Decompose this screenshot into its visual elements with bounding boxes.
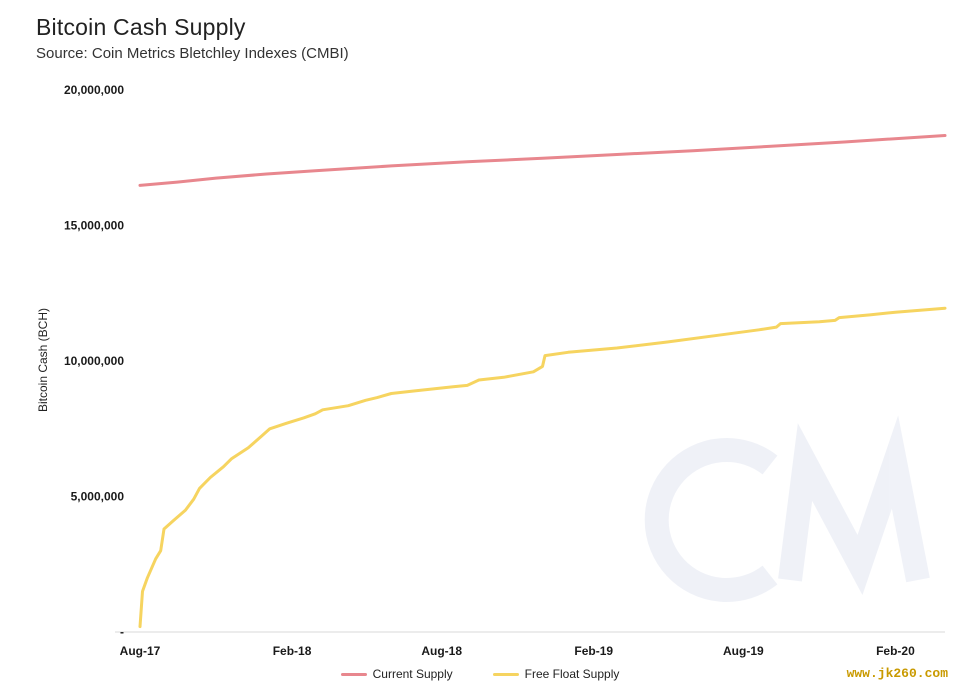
x-tick-label: Feb-20 — [876, 644, 915, 658]
legend-item-current-supply[interactable]: Current Supply — [340, 667, 453, 681]
x-tick-label: Feb-19 — [574, 644, 613, 658]
y-tick-label: 10,000,000 — [64, 354, 124, 368]
x-tick-label: Aug-17 — [120, 644, 161, 658]
chart-title: Bitcoin Cash Supply — [36, 14, 246, 40]
x-tick-label: Aug-19 — [723, 644, 764, 658]
legend-item-free-float-supply[interactable]: Free Float Supply — [492, 667, 620, 681]
x-tick-label: Feb-18 — [273, 644, 312, 658]
y-tick-label: 20,000,000 — [64, 83, 124, 97]
y-ticks: - 5,000,000 10,000,000 15,000,000 20,000,000 — [64, 83, 124, 639]
y-tick-label: - — [120, 625, 124, 639]
legend: Current Supply Free Float Supply — [0, 667, 960, 681]
legend-label-current-supply: Current Supply — [372, 667, 453, 681]
chart-subtitle: Source: Coin Metrics Bletchley Indexes (… — [36, 45, 349, 62]
series-line-free-float-supply — [138, 306, 947, 629]
series-line-current-supply — [138, 134, 947, 187]
y-tick-label: 15,000,000 — [64, 219, 124, 233]
x-tick-label: Aug-18 — [421, 644, 462, 658]
legend-label-free-float-supply: Free Float Supply — [524, 667, 620, 681]
legend-swatch-current-supply — [340, 672, 367, 676]
x-ticks: Aug-17 Feb-18 Aug-18 Feb-19 Aug-19 Feb-20 — [120, 644, 915, 658]
cm-logo-watermark — [644, 415, 930, 602]
y-tick-label: 5,000,000 — [71, 490, 125, 504]
legend-swatch-free-float-supply — [492, 672, 519, 676]
series-layer — [138, 134, 947, 629]
watermark-text: www.jk260.com — [846, 666, 948, 681]
